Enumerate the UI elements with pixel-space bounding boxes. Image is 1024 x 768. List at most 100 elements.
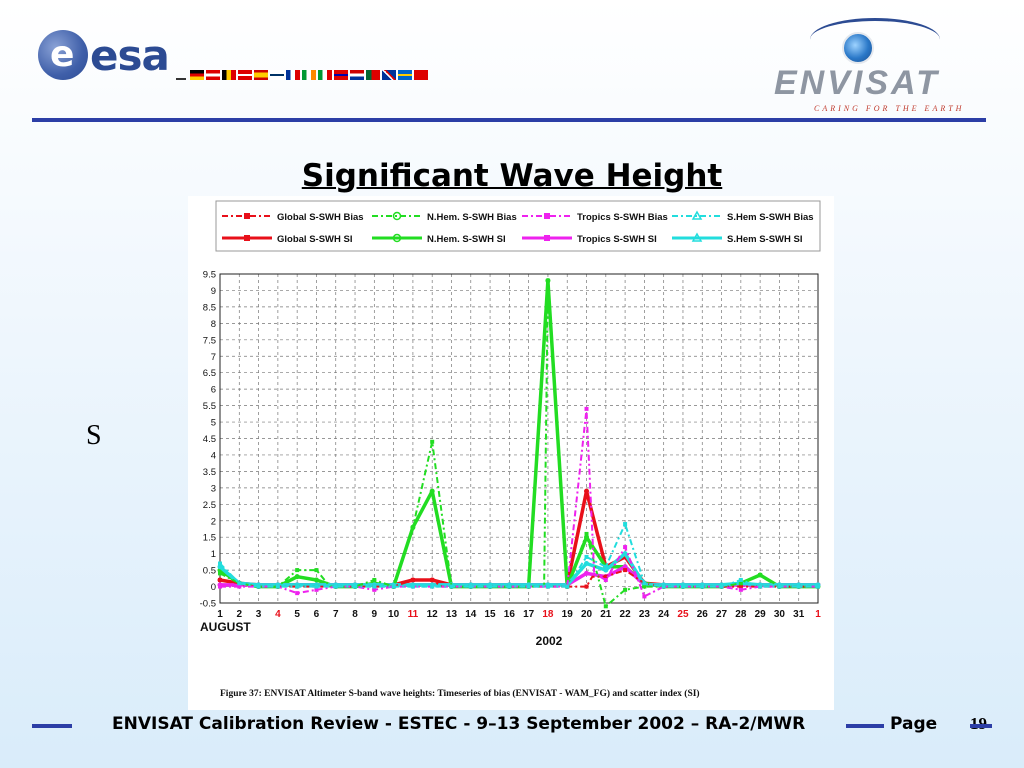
- y-tick-label: 3.5: [203, 467, 216, 478]
- series-line: [219, 523, 818, 588]
- series-line: [218, 551, 818, 587]
- flag-icon: [302, 70, 316, 80]
- legend-label: Global S-SWH Bias: [277, 212, 364, 223]
- legend-marker: [691, 210, 703, 220]
- legend-marker: [392, 233, 402, 243]
- series-point: [545, 584, 550, 589]
- flag-icon: [334, 70, 348, 80]
- x-tick-label: 29: [755, 609, 767, 620]
- series-point: [622, 551, 628, 557]
- y-tick-label: 7.5: [203, 335, 216, 346]
- footer-rule-mid: [846, 724, 884, 728]
- x-tick-label: 1: [815, 609, 821, 620]
- flag-icon: [398, 70, 412, 80]
- x-tick-label: 22: [620, 609, 632, 620]
- flag-dash: [176, 78, 186, 80]
- series-point: [738, 581, 743, 586]
- y-tick-label: 0: [211, 582, 216, 593]
- series-point: [526, 584, 531, 589]
- series-point: [314, 587, 319, 592]
- series-point: [507, 584, 512, 589]
- legend-box: [215, 200, 821, 252]
- x-tick-label: 15: [485, 609, 497, 620]
- series-point: [719, 584, 724, 589]
- series-point: [584, 570, 590, 576]
- series-line: [220, 407, 818, 598]
- y-tick-label: 9.5: [203, 270, 216, 281]
- series-point: [218, 577, 222, 582]
- series-point: [545, 278, 550, 283]
- x-tick-label: 23: [639, 609, 651, 620]
- series-point: [314, 568, 319, 573]
- flag-icon: [318, 70, 332, 80]
- x-tick-label: 7: [333, 609, 339, 620]
- flag-icon: [238, 70, 252, 80]
- series-point: [333, 584, 338, 589]
- x-tick-label: 19: [562, 609, 574, 620]
- series-point: [565, 584, 570, 589]
- series-point: [758, 584, 763, 589]
- envisat-tagline: CARING FOR THE EARTH: [814, 104, 965, 113]
- series-point: [295, 568, 300, 573]
- y-tick-label: 7: [211, 352, 216, 363]
- series-point: [410, 577, 415, 582]
- series-point: [623, 522, 628, 527]
- legend-marker: [691, 232, 703, 242]
- y-tick-label: 4.5: [203, 434, 216, 445]
- legend-marker: [544, 235, 550, 241]
- series-point: [603, 567, 609, 573]
- member-flags: [176, 70, 428, 80]
- series-point: [295, 591, 300, 596]
- series-point: [410, 525, 415, 530]
- legend-label: Tropics S-SWH SI: [577, 234, 657, 245]
- y-tick-label: 1.5: [203, 533, 216, 544]
- series-point: [218, 571, 222, 576]
- slide-title: Significant Wave Height: [0, 158, 1024, 194]
- series-point: [603, 564, 608, 569]
- x-tick-label: 14: [465, 609, 477, 620]
- series-point: [603, 574, 608, 579]
- series-point: [295, 584, 300, 589]
- series-point: [623, 545, 628, 550]
- series-point: [584, 406, 589, 411]
- series-point: [623, 568, 628, 573]
- footer-rule-left: [32, 724, 72, 728]
- series-point: [622, 564, 628, 570]
- esa-wordmark: esa: [90, 31, 170, 80]
- series-point: [603, 577, 608, 582]
- x-tick-label: 26: [697, 609, 709, 620]
- legend-marker: [244, 213, 250, 219]
- x-tick-label: 9: [372, 609, 378, 620]
- series-point: [584, 561, 590, 567]
- side-letter: S: [86, 420, 102, 451]
- y-tick-label: -0.5: [200, 599, 216, 610]
- x-tick-label: 17: [523, 609, 535, 620]
- series-point: [449, 584, 454, 589]
- swoosh-icon: [810, 18, 940, 61]
- x-tick-label: 20: [581, 609, 593, 620]
- series-point: [488, 584, 493, 589]
- flag-icon: [270, 70, 284, 80]
- series-point: [642, 581, 647, 586]
- series-point: [584, 554, 589, 559]
- x-tick-label: 28: [735, 609, 747, 620]
- series-point: [237, 584, 242, 589]
- series-point: [218, 584, 222, 589]
- flag-icon: [350, 70, 364, 80]
- y-tick-label: 8.5: [203, 302, 216, 313]
- series-point: [700, 584, 705, 589]
- y-tick-label: 8: [211, 319, 216, 330]
- footer: ENVISAT Calibration Review - ESTEC - 9–1…: [32, 714, 992, 736]
- series-point: [738, 587, 743, 592]
- flag-icon: [414, 70, 428, 80]
- y-tick-label: 4: [211, 450, 216, 461]
- x-tick-label: 16: [504, 609, 516, 620]
- flag-icon: [286, 70, 300, 80]
- x-tick-label: 2: [237, 609, 243, 620]
- y-tick-label: 9: [211, 286, 216, 297]
- x-tick-label: 31: [793, 609, 805, 620]
- flag-icon: [382, 70, 396, 80]
- legend-marker: [244, 235, 250, 241]
- legend-label: Tropics S-SWH Bias: [577, 212, 668, 223]
- series-point: [353, 584, 358, 589]
